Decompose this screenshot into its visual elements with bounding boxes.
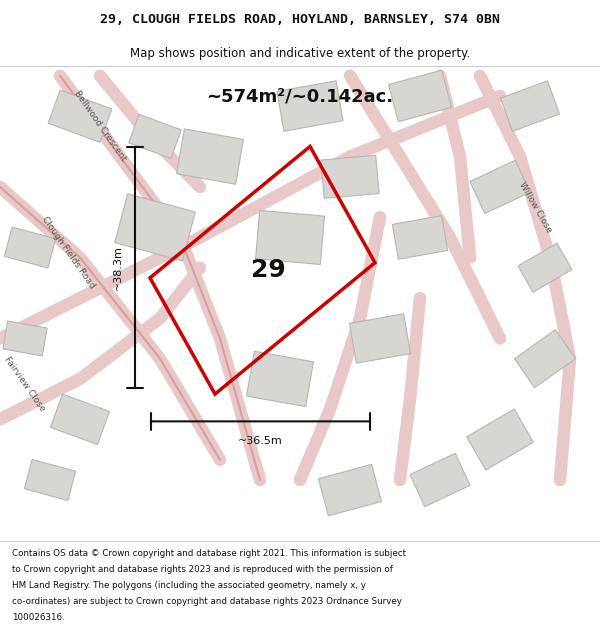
Polygon shape (247, 351, 313, 407)
Text: Clough Fields Road: Clough Fields Road (40, 215, 96, 290)
Text: HM Land Registry. The polygons (including the associated geometry, namely x, y: HM Land Registry. The polygons (includin… (12, 581, 366, 590)
Polygon shape (25, 459, 76, 501)
Polygon shape (176, 129, 244, 184)
Polygon shape (349, 314, 410, 363)
Polygon shape (389, 70, 451, 122)
Polygon shape (500, 81, 559, 131)
Polygon shape (256, 211, 325, 264)
Polygon shape (3, 321, 47, 356)
Polygon shape (392, 216, 448, 259)
Text: ~36.5m: ~36.5m (238, 436, 283, 446)
Polygon shape (129, 114, 181, 158)
Polygon shape (4, 227, 56, 268)
Polygon shape (467, 409, 533, 470)
Polygon shape (410, 453, 470, 507)
Text: ~574m²/~0.142ac.: ~574m²/~0.142ac. (206, 88, 394, 106)
Polygon shape (321, 155, 379, 198)
Text: Bellwood Crescent: Bellwood Crescent (72, 89, 128, 163)
Polygon shape (50, 394, 109, 444)
Polygon shape (514, 330, 575, 388)
Text: 29: 29 (251, 258, 286, 282)
Polygon shape (48, 90, 112, 142)
Text: Contains OS data © Crown copyright and database right 2021. This information is : Contains OS data © Crown copyright and d… (12, 549, 406, 558)
Text: 29, CLOUGH FIELDS ROAD, HOYLAND, BARNSLEY, S74 0BN: 29, CLOUGH FIELDS ROAD, HOYLAND, BARNSLE… (100, 13, 500, 26)
Polygon shape (470, 160, 530, 214)
Text: 100026316.: 100026316. (12, 613, 65, 622)
Text: to Crown copyright and database rights 2023 and is reproduced with the permissio: to Crown copyright and database rights 2… (12, 565, 393, 574)
Polygon shape (319, 464, 382, 516)
Text: Map shows position and indicative extent of the property.: Map shows position and indicative extent… (130, 48, 470, 60)
Polygon shape (115, 194, 195, 261)
Polygon shape (518, 243, 572, 292)
Text: co-ordinates) are subject to Crown copyright and database rights 2023 Ordnance S: co-ordinates) are subject to Crown copyr… (12, 597, 402, 606)
Text: ~38.3m: ~38.3m (113, 246, 123, 290)
Polygon shape (277, 81, 343, 131)
Text: Fairview Close: Fairview Close (3, 355, 47, 413)
Text: Willow Close: Willow Close (517, 180, 553, 234)
